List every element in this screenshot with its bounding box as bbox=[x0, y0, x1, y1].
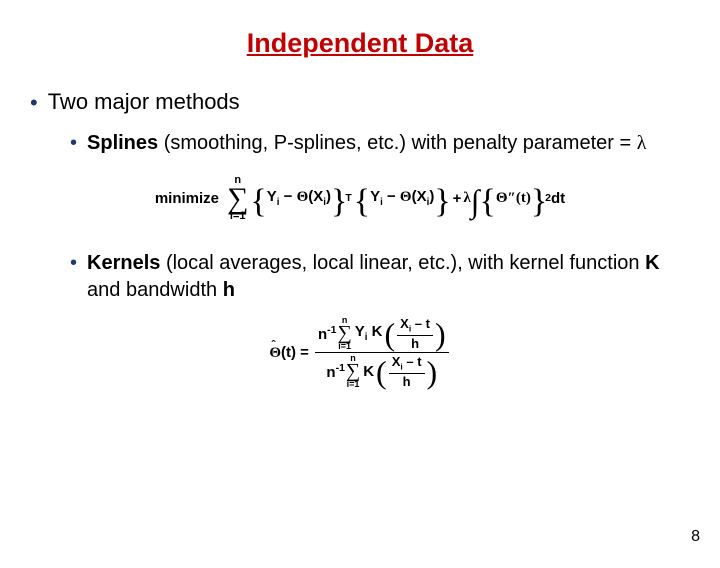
title-text: Independent Data bbox=[247, 28, 474, 58]
t2: t bbox=[417, 354, 421, 369]
sum3: n ∑ i=1 bbox=[346, 354, 360, 389]
formula-splines: minimize n ∑ i=1 { Yi − Θ(Xi) } T { Yi −… bbox=[0, 175, 720, 223]
rbrace: } bbox=[331, 193, 347, 210]
bullet2b-content: Kernels (local averages, local linear, e… bbox=[87, 250, 660, 304]
lambda: λ bbox=[637, 132, 647, 154]
term1: Yi − Θ(Xi) bbox=[267, 188, 331, 208]
bullet2a-content: Splines (smoothing, P-splines, etc.) wit… bbox=[87, 130, 646, 157]
inner-den1: h bbox=[408, 336, 422, 351]
bullet-level-2b: • Kernels (local averages, local linear,… bbox=[70, 250, 660, 304]
plus: + bbox=[453, 190, 462, 207]
y2: Y bbox=[370, 188, 380, 205]
formula-kernels: ˆΘ(t) = n-1 n ∑ i=1 Yi K ( Xi – t h bbox=[0, 316, 720, 389]
sum-bot: i=1 bbox=[230, 211, 246, 222]
main-fraction: n-1 n ∑ i=1 Yi K ( Xi – t h ) bbox=[315, 316, 449, 389]
bullet-dot: • bbox=[70, 250, 77, 276]
kernels-rest2: and bandwidth bbox=[87, 279, 223, 301]
neg1a: -1 bbox=[327, 324, 336, 336]
integral: ∫ bbox=[471, 193, 480, 209]
lhs: ˆΘ(t) = bbox=[269, 344, 309, 362]
lbrace: { bbox=[250, 193, 266, 210]
sub-i5: i bbox=[365, 332, 368, 343]
ninv-top: n-1 bbox=[318, 325, 337, 343]
minus2: − bbox=[383, 188, 400, 205]
page-title: Independent Data bbox=[0, 28, 720, 59]
inner-den2: h bbox=[400, 374, 414, 389]
inner-frac2: Xi – t h bbox=[389, 355, 425, 388]
rparen2: ) bbox=[427, 364, 438, 380]
numerator: n-1 n ∑ i=1 Yi K ( Xi – t h ) bbox=[315, 316, 449, 353]
lhs-t: (t) = bbox=[281, 344, 309, 361]
minimize-label: minimize bbox=[155, 190, 219, 207]
sigma: ∑ bbox=[227, 186, 248, 212]
term2: Yi − Θ(Xi) bbox=[370, 188, 434, 208]
x3: X bbox=[400, 316, 409, 331]
sub-i4: i bbox=[427, 197, 430, 208]
page-number: 8 bbox=[691, 528, 700, 546]
bullet-level-1: • Two major methods bbox=[30, 89, 720, 118]
dt: dt bbox=[551, 190, 565, 207]
sum-symbol: n ∑ i=1 bbox=[227, 175, 248, 223]
sub-i2: i bbox=[323, 197, 326, 208]
splines-rest: (smoothing, P-splines, etc.) with penalt… bbox=[158, 132, 637, 154]
yi-k: Yi K bbox=[355, 324, 383, 343]
minus: − bbox=[279, 188, 296, 205]
inner-num1: Xi – t bbox=[397, 317, 433, 335]
k1: K bbox=[372, 323, 383, 340]
x: X bbox=[313, 188, 323, 205]
denominator: n-1 n ∑ i=1 K ( Xi – t h ) bbox=[323, 353, 440, 389]
sigma2: ∑ bbox=[337, 325, 351, 342]
h1: h bbox=[411, 337, 419, 351]
lambda2: λ bbox=[463, 190, 470, 207]
lbrace3: { bbox=[480, 193, 496, 210]
x2: X bbox=[417, 188, 427, 205]
hat: ˆ bbox=[271, 337, 275, 353]
k2: K bbox=[363, 363, 374, 380]
inner-num2: Xi – t bbox=[389, 355, 425, 373]
y: Y bbox=[267, 188, 277, 205]
minus4: – bbox=[403, 354, 417, 369]
theta: Θ bbox=[297, 189, 309, 205]
bullet-level-2a: • Splines (smoothing, P-splines, etc.) w… bbox=[70, 130, 660, 157]
sigma3: ∑ bbox=[346, 363, 360, 380]
y3: Y bbox=[355, 323, 365, 340]
n1: n bbox=[318, 326, 327, 343]
neg1b: -1 bbox=[336, 362, 345, 374]
lparen2: ( bbox=[376, 364, 387, 380]
thetapp: Θ″(t) bbox=[496, 190, 531, 207]
bullet-dot: • bbox=[70, 130, 77, 156]
h-bold: h bbox=[223, 279, 235, 301]
ninv-bot: n-1 bbox=[326, 363, 345, 381]
kernels-bold: Kernels bbox=[87, 252, 160, 274]
sum2: n ∑ i=1 bbox=[337, 316, 351, 351]
rparen1: ) bbox=[435, 326, 446, 342]
lbrace2: { bbox=[354, 193, 370, 210]
theta-hat: ˆΘ bbox=[269, 345, 281, 361]
k-bot: K bbox=[363, 364, 374, 380]
rbrace3: } bbox=[531, 193, 547, 210]
kernels-rest1: (local averages, local linear, etc.), wi… bbox=[160, 252, 645, 274]
sum-bot3: i=1 bbox=[347, 380, 360, 389]
lparen1: ( bbox=[384, 326, 395, 342]
t1: t bbox=[426, 316, 430, 331]
theta2: Θ bbox=[400, 189, 412, 205]
k-bold: K bbox=[645, 252, 659, 274]
rbrace2: } bbox=[434, 193, 450, 210]
splines-bold: Splines bbox=[87, 132, 158, 154]
minus3: – bbox=[411, 316, 425, 331]
h2: h bbox=[403, 375, 411, 389]
bullet-dot: • bbox=[30, 89, 38, 118]
n2: n bbox=[326, 364, 335, 381]
sum-bot2: i=1 bbox=[338, 342, 351, 351]
inner-frac1: Xi – t h bbox=[397, 317, 433, 350]
bullet1-text: Two major methods bbox=[48, 89, 240, 115]
